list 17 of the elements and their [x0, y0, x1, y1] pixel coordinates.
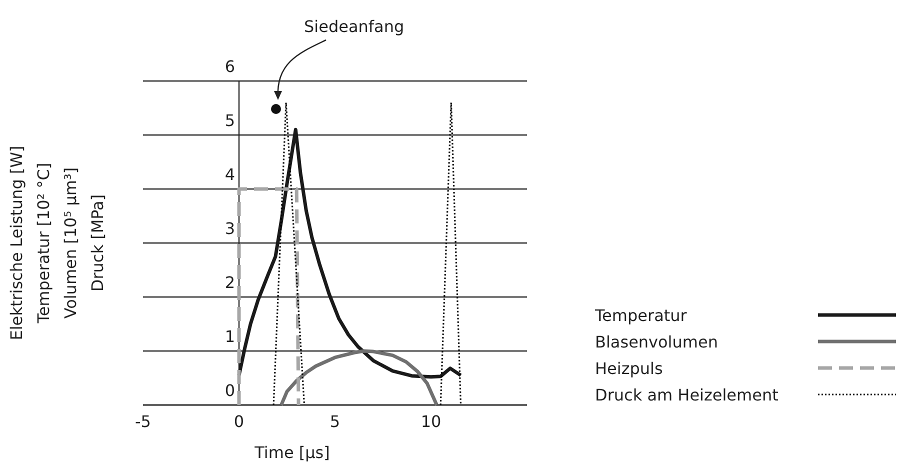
x-tick-label: 10 [420, 412, 442, 431]
y-axis-title: Elektrische Leistung [W] Temperatur [10² °C] Volumen [10⁵ µm³] Druck [MPa] [7, 146, 107, 340]
text: Heizpuls [595, 359, 663, 378]
text: Siedeanfang [304, 17, 404, 36]
y-tick-label: 5 [224, 111, 235, 130]
y-tick-label: 1 [224, 327, 235, 346]
x-tick-label: -5 [135, 412, 151, 431]
y-tick-label: 4 [224, 165, 235, 184]
x-axis-title: Time [µs] [254, 443, 330, 462]
y-tick-label: 2 [224, 273, 235, 292]
text: Druck am Heizelement [595, 386, 778, 404]
text: Temperatur [594, 306, 688, 325]
y-tick-label: 3 [224, 219, 235, 238]
text: Blasenvolumen [595, 332, 718, 352]
x-tick-label: 5 [330, 412, 340, 431]
y-tick-label: 6 [224, 57, 235, 76]
y-tick-label: 0 [224, 381, 235, 400]
